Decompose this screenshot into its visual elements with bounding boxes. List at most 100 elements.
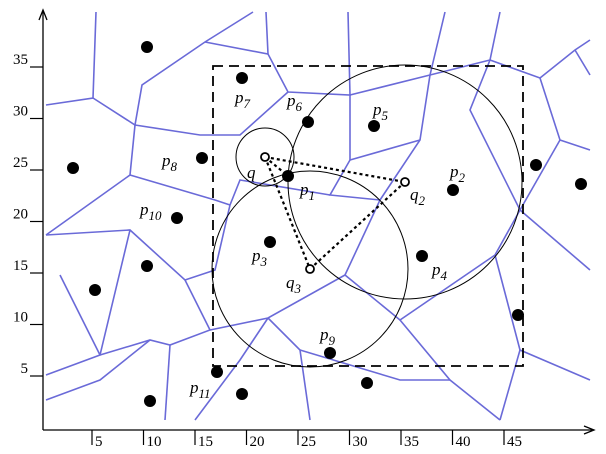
site xyxy=(141,260,153,272)
x-tick-label: 35 xyxy=(404,434,419,450)
voronoi-edge xyxy=(469,59,521,256)
label-sub: 3 xyxy=(260,254,268,269)
label-base: q xyxy=(286,273,295,292)
point-label: p9 xyxy=(319,325,336,348)
label-sub: 7 xyxy=(244,96,251,111)
y-tick-label: 30 xyxy=(13,104,28,120)
label-base: p xyxy=(449,162,459,181)
point-label: p1 xyxy=(299,180,315,203)
voronoi-edge xyxy=(349,11,446,96)
site xyxy=(512,309,524,321)
voronoi-edge xyxy=(99,279,212,356)
x-tick-label: 40 xyxy=(456,434,471,450)
label-sub: 5 xyxy=(382,108,389,123)
voronoi-edge xyxy=(519,209,591,271)
label-base: p xyxy=(251,246,261,265)
x-tick-label: 25 xyxy=(301,434,316,450)
point-label: p6 xyxy=(286,91,303,114)
label-base: p xyxy=(139,200,149,219)
label-base: p xyxy=(372,100,382,119)
voronoi-edge xyxy=(399,319,501,421)
voronoi-edge xyxy=(299,349,450,381)
voronoi-edge xyxy=(519,139,561,211)
site xyxy=(236,388,248,400)
point-label: q2 xyxy=(410,185,426,208)
voronoi-edge xyxy=(344,199,381,276)
voronoi-edge xyxy=(267,317,311,421)
x-arrow xyxy=(583,425,596,435)
voronoi-edge xyxy=(232,91,289,136)
site xyxy=(361,377,373,389)
voronoi-edge xyxy=(499,349,521,421)
voronoi-edge xyxy=(209,274,346,331)
label-base: p xyxy=(189,378,199,397)
x-tick-label: 45 xyxy=(507,434,522,450)
site xyxy=(89,284,101,296)
site xyxy=(141,41,153,53)
label-base: p xyxy=(286,91,296,110)
point-label: q3 xyxy=(286,273,302,296)
query-point xyxy=(400,177,410,187)
site xyxy=(67,162,79,174)
label-sub: 10 xyxy=(149,208,163,223)
voronoi-edge xyxy=(59,274,101,356)
site xyxy=(302,116,314,128)
point-label: q xyxy=(247,163,256,182)
label-sub: 8 xyxy=(171,159,178,174)
voronoi-edge xyxy=(45,124,136,236)
voronoi-edge xyxy=(349,139,421,161)
point-label: p8 xyxy=(161,151,178,174)
point-label: p5 xyxy=(372,100,389,123)
query-points xyxy=(260,152,410,274)
link xyxy=(263,156,312,270)
label-base: p xyxy=(234,88,244,107)
site xyxy=(264,236,276,248)
voronoi-edge xyxy=(574,49,591,76)
x-tick-label: 20 xyxy=(250,434,265,450)
y-arrow xyxy=(38,8,48,21)
x-tick-label: 15 xyxy=(198,434,213,450)
site xyxy=(211,366,223,378)
voronoi-edge xyxy=(489,39,591,79)
voronoi-edge xyxy=(539,77,591,151)
voronoi-edge xyxy=(229,179,331,206)
voronoi-edge xyxy=(204,11,269,55)
point-label: p7 xyxy=(234,88,251,111)
label-sub: 3 xyxy=(294,281,302,296)
site xyxy=(171,212,183,224)
label-sub: 1 xyxy=(309,188,316,203)
circle-q xyxy=(235,127,295,187)
link xyxy=(309,181,406,270)
y-tick-label: 20 xyxy=(13,207,28,223)
label-sub: 9 xyxy=(329,333,336,348)
label-base: p xyxy=(319,325,329,344)
y-tick-label: 25 xyxy=(13,155,28,171)
site xyxy=(530,159,542,171)
voronoi-edge xyxy=(92,11,254,127)
site xyxy=(368,120,380,132)
voronoi-edge xyxy=(134,124,232,136)
label-base: q xyxy=(247,163,256,182)
site xyxy=(416,250,428,262)
site xyxy=(196,152,208,164)
y-tick-label: 5 xyxy=(21,361,29,377)
site xyxy=(324,347,336,359)
point-label: p2 xyxy=(449,162,466,185)
x-tick-label: 5 xyxy=(95,434,103,450)
voronoi-edge xyxy=(164,344,171,421)
site xyxy=(144,395,156,407)
label-sub: 2 xyxy=(419,193,426,208)
circle-q3 xyxy=(211,170,409,368)
voronoi-edge xyxy=(344,254,496,321)
axes xyxy=(38,8,596,435)
sites xyxy=(67,41,587,407)
voronoi-edge xyxy=(129,174,231,206)
query-point xyxy=(260,152,270,162)
point-label: p3 xyxy=(251,246,268,269)
voronoi-edge xyxy=(194,317,269,421)
y-tick-label: 10 xyxy=(13,310,28,326)
label-base: q xyxy=(410,185,419,204)
point-label: p10 xyxy=(139,200,162,223)
